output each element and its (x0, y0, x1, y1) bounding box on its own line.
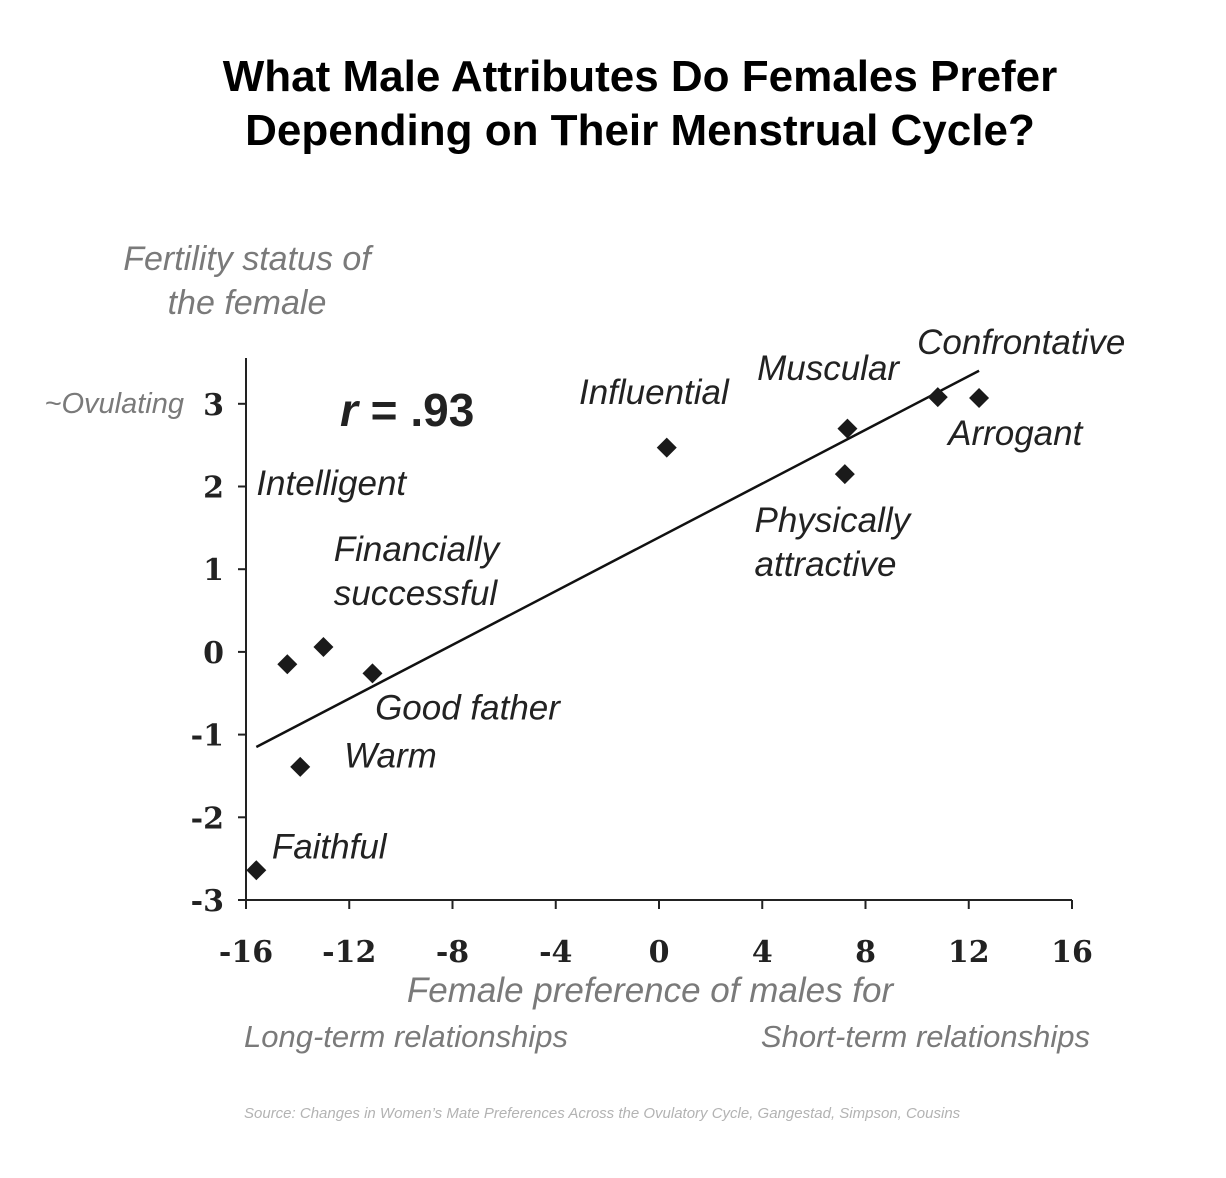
data-point-marker (362, 663, 383, 684)
point-label: Muscular (757, 349, 900, 388)
point-label: Influential (579, 373, 730, 412)
data-point-marker (313, 636, 334, 657)
x-tick-label: 16 (1051, 935, 1093, 970)
data-point-marker (834, 464, 855, 485)
correlation-r: r (340, 384, 360, 436)
y-tick-label: -1 (191, 719, 224, 754)
x-tick-label: 8 (855, 935, 876, 970)
point-label: Intelligent (256, 464, 407, 503)
y-tick-label: 1 (203, 553, 224, 588)
source-note: Source: Changes in Women’s Mate Preferen… (244, 1105, 961, 1122)
point-label: Faithful (272, 828, 388, 867)
y-tick-label: -3 (191, 884, 224, 919)
data-point-marker (277, 654, 298, 675)
x-tick-label: -12 (322, 935, 376, 970)
point-label: Confrontative (917, 323, 1125, 362)
data-point-marker (927, 387, 948, 408)
point-label: successful (334, 574, 499, 613)
x-tick-label: -4 (539, 935, 572, 970)
y-tick-label: 3 (203, 388, 224, 423)
x-left-note: Long-term relationships (244, 1019, 568, 1054)
y-axis-label-line-1: Fertility status of (123, 240, 374, 278)
y-axis-label-line-2: the female (168, 284, 327, 322)
x-tick-label: 4 (752, 935, 773, 970)
x-axis-label: Female preference of males for (407, 971, 895, 1010)
point-label: attractive (755, 545, 897, 584)
x-tick-label: -16 (219, 935, 273, 970)
data-point-marker (246, 860, 267, 881)
data-point-marker (656, 437, 677, 458)
point-label: Financially (334, 530, 502, 569)
x-tick-label: 0 (649, 935, 670, 970)
data-point-marker (837, 418, 858, 439)
x-right-note: Short-term relationships (761, 1019, 1090, 1054)
point-label: Warm (344, 737, 437, 776)
chart-title-line-2: Depending on Their Menstrual Cycle? (245, 106, 1035, 155)
trendline (255, 369, 980, 749)
y-tick-label: -2 (191, 801, 224, 836)
trendline-group (255, 369, 980, 749)
chart-title: What Male Attributes Do Females Prefer D… (60, 50, 1220, 158)
data-point-marker (290, 756, 311, 777)
y-tick-label: 2 (203, 471, 224, 506)
chart-title-line-1: What Male Attributes Do Females Prefer (222, 52, 1058, 101)
x-tick-label: 12 (948, 935, 990, 970)
point-label: Arrogant (946, 414, 1084, 453)
point-labels: Intelligent Financially successful Good fat… (256, 323, 1125, 866)
correlation-value: = .93 (358, 384, 474, 436)
ovulating-note: ~Ovulating (45, 388, 184, 420)
correlation-label: r = .93 (340, 384, 474, 436)
x-tick-label: -8 (436, 935, 469, 970)
point-label: Physically (755, 501, 913, 540)
data-points (246, 387, 990, 881)
data-point-marker (969, 388, 990, 409)
point-label: Good father (375, 689, 561, 728)
y-tick-label: 0 (203, 636, 224, 671)
